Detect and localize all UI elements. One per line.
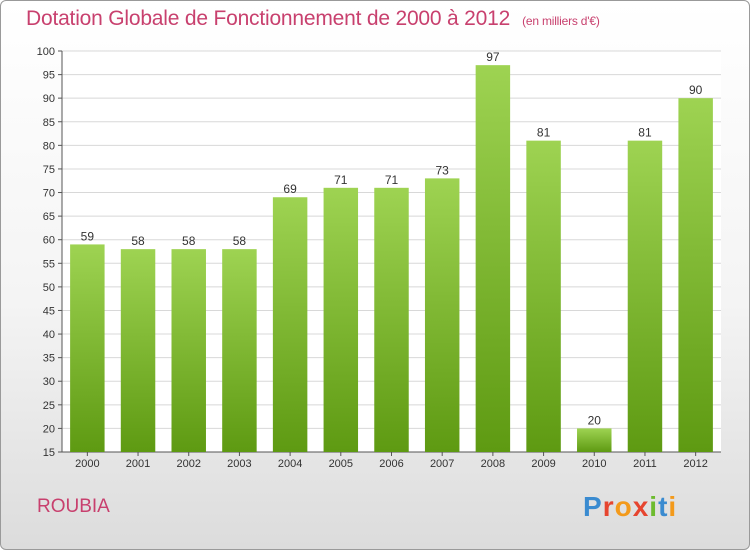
bar-value-label: 81 xyxy=(537,126,551,140)
y-tick-label: 30 xyxy=(43,376,55,388)
y-tick-label: 95 xyxy=(43,70,55,82)
commune-name: ROUBIA xyxy=(37,496,110,517)
x-tick-label: 2002 xyxy=(176,458,200,470)
y-tick-label: 75 xyxy=(43,164,55,176)
y-tick-label: 45 xyxy=(43,305,55,317)
x-tick-label: 2012 xyxy=(683,458,707,470)
bar xyxy=(678,98,713,453)
y-tick-label: 65 xyxy=(43,211,55,223)
bar-value-label: 71 xyxy=(334,173,348,187)
bar-value-label: 58 xyxy=(233,234,247,248)
y-tick-label: 15 xyxy=(43,447,55,459)
y-tick-label: 25 xyxy=(43,400,55,412)
bar xyxy=(70,244,105,452)
bar xyxy=(475,65,511,452)
bar-value-label: 90 xyxy=(689,83,703,97)
x-tick-label: 2009 xyxy=(531,458,555,470)
y-tick-label: 100 xyxy=(37,46,55,58)
bar xyxy=(526,140,561,452)
bar xyxy=(120,249,156,452)
bar xyxy=(424,178,460,452)
x-tick-label: 2006 xyxy=(379,458,403,470)
bar-value-label: 58 xyxy=(182,234,196,248)
x-tick-label: 2001 xyxy=(126,458,150,470)
proxiti-logo: Proxiti xyxy=(583,491,678,522)
bar xyxy=(627,140,663,452)
y-tick-label: 70 xyxy=(43,188,55,200)
x-tick-label: 2011 xyxy=(633,458,657,470)
bar-value-label: 59 xyxy=(81,229,95,243)
chart-title: Dotation Globale de Fonctionnement de 20… xyxy=(26,7,600,31)
x-tick-label: 2004 xyxy=(278,458,302,470)
bar-value-label: 69 xyxy=(283,182,297,196)
chart-title-text: Dotation Globale de Fonctionnement de 20… xyxy=(26,7,511,30)
x-tick-label: 2007 xyxy=(430,458,454,470)
bar-value-label: 20 xyxy=(588,413,602,427)
y-tick-label: 85 xyxy=(43,117,55,129)
x-tick-label: 2008 xyxy=(481,458,505,470)
chart-unit-note: (en milliers d'€) xyxy=(522,14,600,28)
bar xyxy=(171,249,206,452)
bar xyxy=(374,187,409,452)
bar xyxy=(323,187,359,452)
x-tick-label: 2003 xyxy=(227,458,251,470)
y-tick-label: 20 xyxy=(43,423,55,435)
x-tick-label: 2000 xyxy=(75,458,99,470)
y-tick-label: 55 xyxy=(43,258,55,270)
bar xyxy=(272,197,308,452)
y-tick-label: 40 xyxy=(43,329,55,341)
y-tick-label: 35 xyxy=(43,353,55,365)
bar xyxy=(222,249,257,452)
x-tick-label: 2010 xyxy=(582,458,606,470)
y-tick-label: 80 xyxy=(43,140,55,152)
y-tick-label: 90 xyxy=(43,93,55,105)
bar-value-label: 73 xyxy=(436,163,450,177)
bar-value-label: 81 xyxy=(638,126,652,140)
bar-value-label: 97 xyxy=(486,50,500,64)
bar-value-label: 71 xyxy=(385,173,399,187)
bar-value-label: 58 xyxy=(131,234,145,248)
y-tick-label: 60 xyxy=(43,235,55,247)
x-tick-label: 2005 xyxy=(329,458,353,470)
y-tick-label: 50 xyxy=(43,282,55,294)
bar xyxy=(577,428,612,452)
